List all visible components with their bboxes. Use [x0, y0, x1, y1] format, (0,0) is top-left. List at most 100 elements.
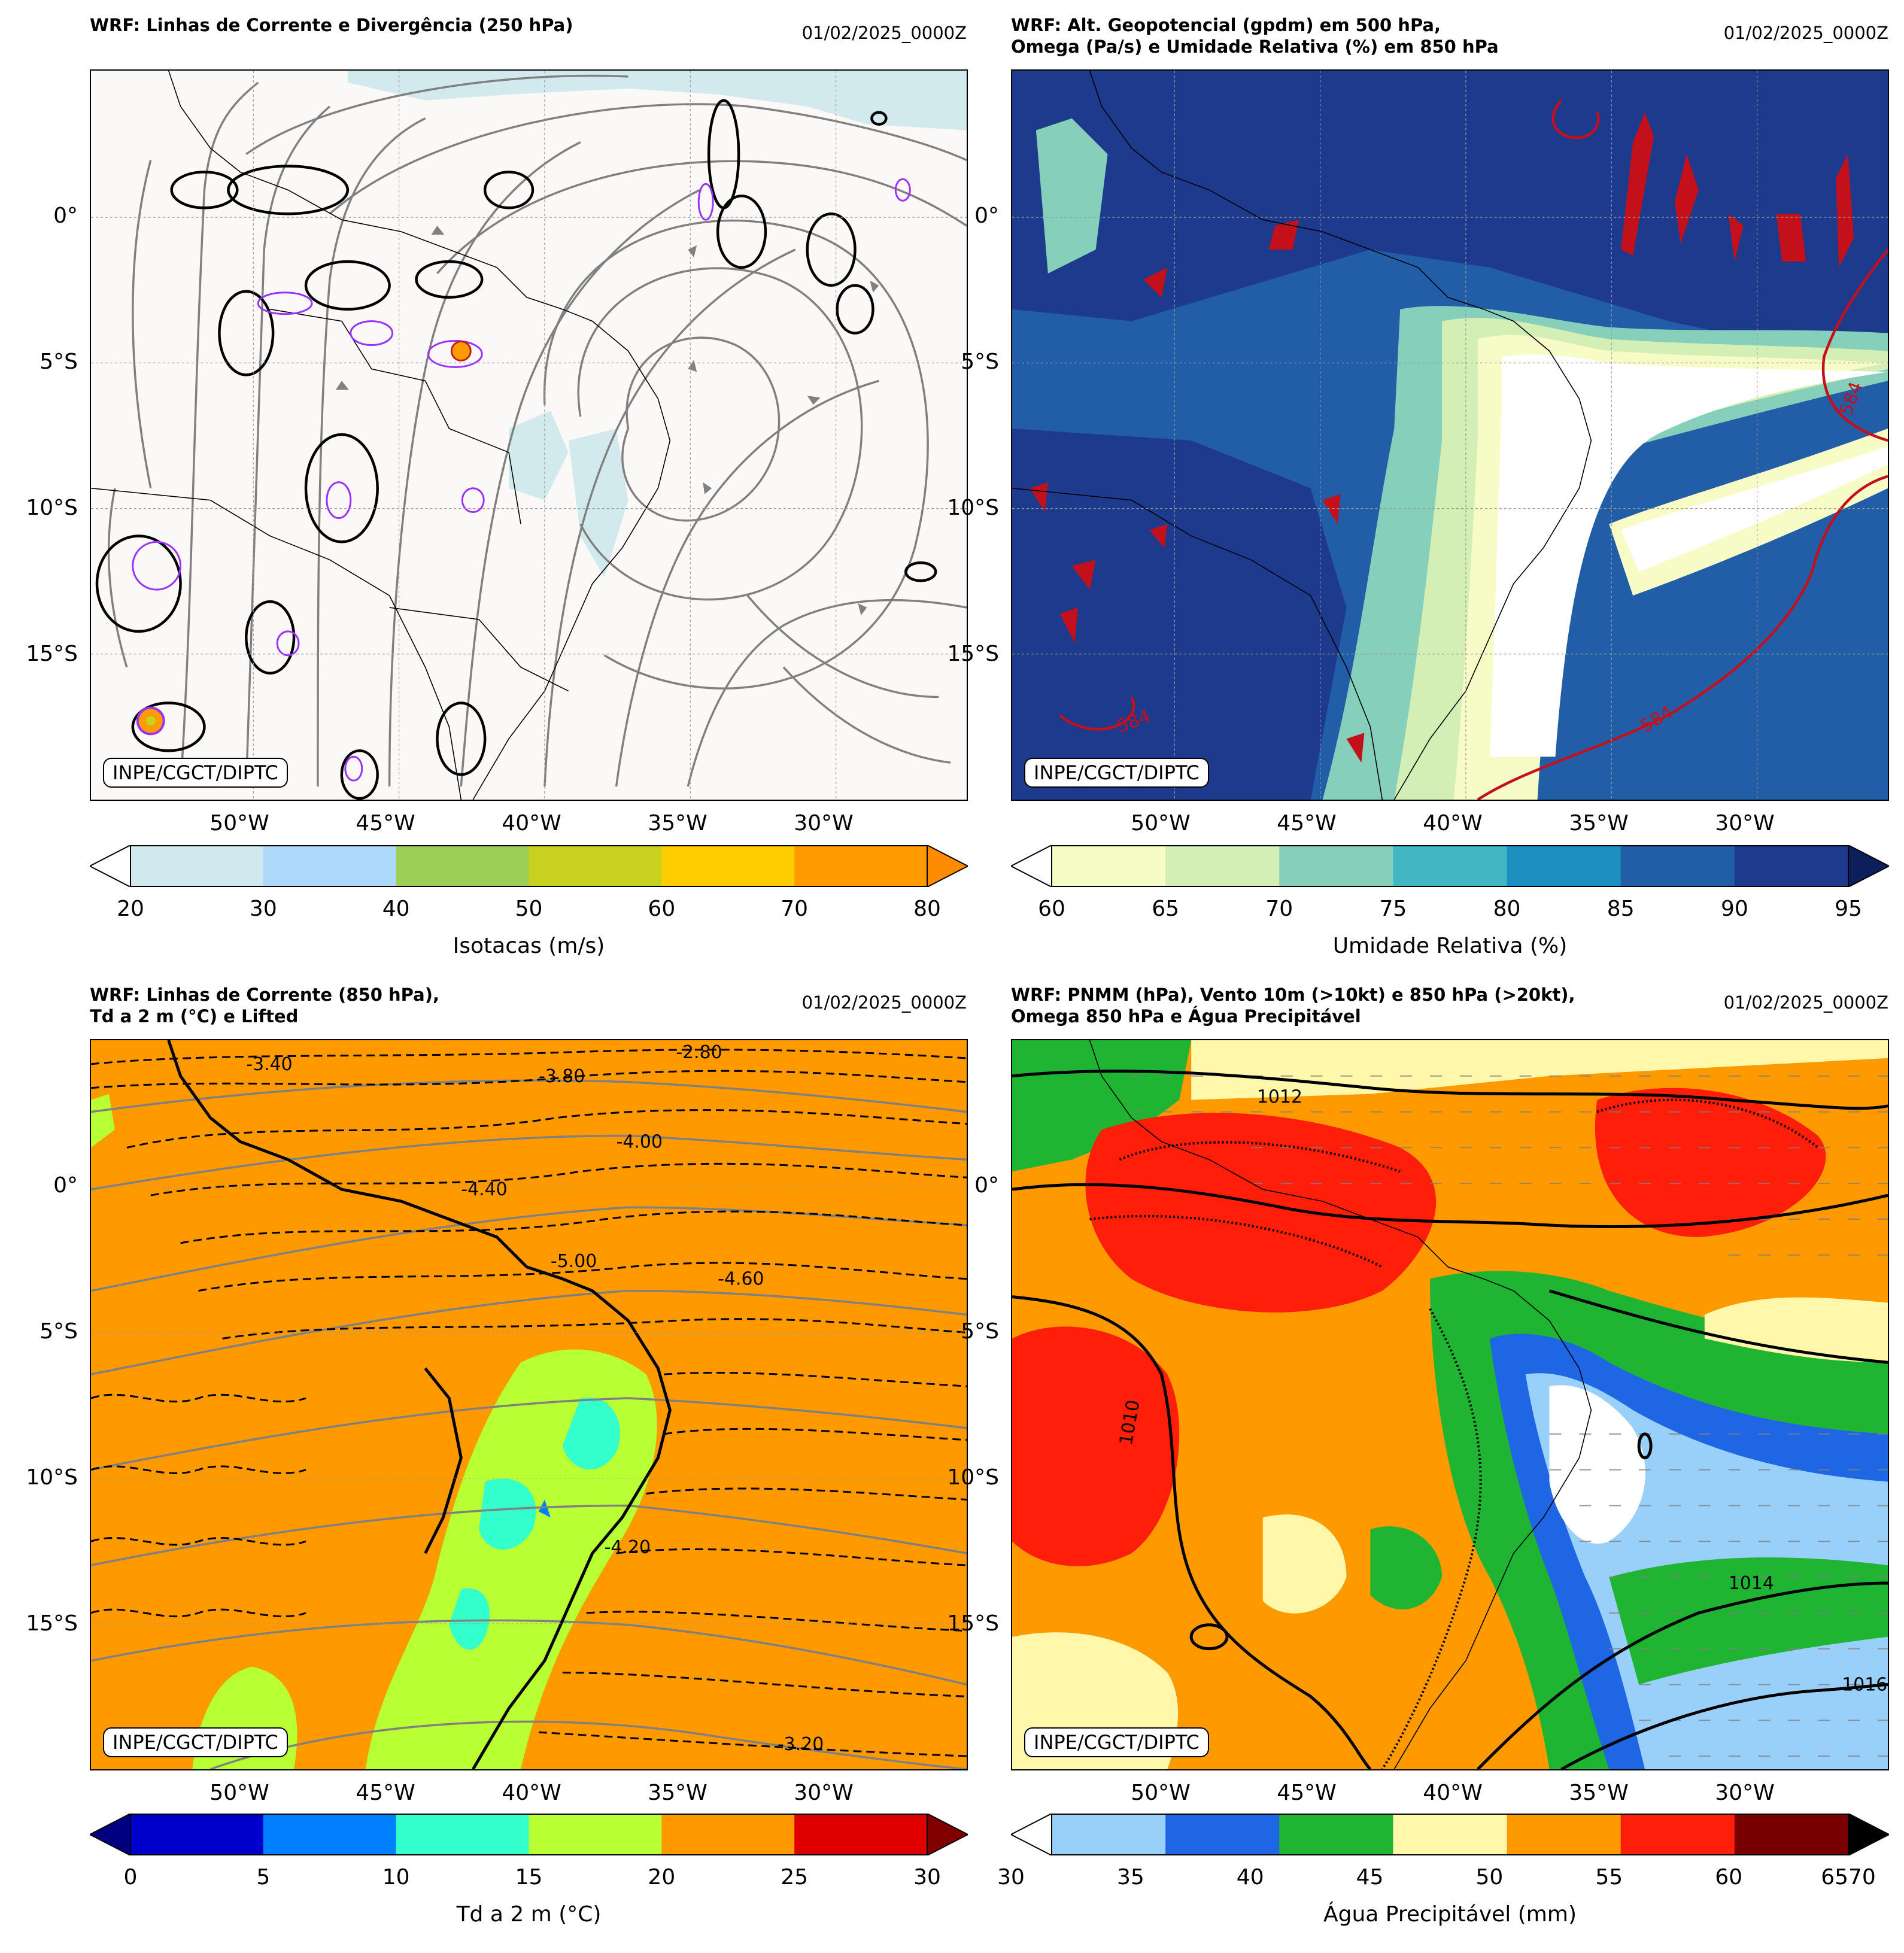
colorbar-tick-label: 6570	[1821, 1865, 1876, 1890]
panel4-colorbar	[1009, 1812, 1891, 1857]
panel3-contour-label-7: -4.40	[461, 1179, 507, 1200]
colorbar-under-triangle	[88, 844, 131, 888]
colorbar-tick-label: 30	[997, 1865, 1025, 1890]
colorbar-segment	[1507, 845, 1621, 887]
colorbar-frame	[130, 1814, 928, 1855]
colorbar-tick-label: 95	[1835, 897, 1862, 921]
panel1-lon-35w: 35°W	[648, 811, 707, 836]
panel1-colorbar	[88, 844, 970, 888]
colorbar-svg	[1009, 1812, 1891, 1857]
panel1-lat-15s: 15°S	[26, 642, 78, 666]
colorbar-tick-label: 55	[1595, 1865, 1623, 1890]
colorbar-tick-label: 80	[1493, 897, 1521, 921]
panel3-lon-40w: 40°W	[502, 1781, 561, 1805]
colorbar-segment	[661, 1814, 795, 1855]
colorbar-tick-label: 90	[1720, 897, 1748, 921]
panel4-colorbar-label: Água Precipitável (mm)	[1323, 1902, 1577, 1927]
panel2-title: WRF: Alt. Geopotencial (gpdm) em 500 hPa…	[1011, 15, 1499, 57]
panel4-contour-label-4: 1016	[1842, 1674, 1887, 1695]
panel3-contour-label-9: -5.00	[551, 1251, 597, 1272]
colorbar-segment	[1734, 1814, 1849, 1855]
panel1-map: INPE/CGCT/DIPTC	[90, 69, 968, 801]
panel1-credit: INPE/CGCT/DIPTC	[103, 758, 288, 788]
colorbar-segment	[1052, 1814, 1166, 1855]
panel1-lat-5s: 5°S	[40, 350, 78, 374]
colorbar-over-triangle	[927, 844, 970, 888]
colorbar-segment	[1052, 845, 1166, 887]
colorbar-tick-label: 70	[781, 897, 809, 921]
colorbar-tick-label: 80	[913, 897, 941, 921]
panel3-contour-label-1: -2.80	[676, 1042, 722, 1063]
panel3-contour-label-5: -4.00	[617, 1131, 663, 1152]
colorbar-over-triangle	[927, 1812, 970, 1857]
colorbar-tick-label: 40	[382, 897, 410, 921]
panel1-lon-40w: 40°W	[502, 811, 561, 836]
colorbar-tick-label: 0	[123, 1865, 138, 1890]
panel4-lat-0: 0°	[974, 1173, 999, 1198]
panel4-map: 1012 1010 1014 1016 INPE/CGCT/DIPTC	[1011, 1039, 1889, 1770]
colorbar-segment	[1507, 1814, 1621, 1855]
colorbar-frame	[130, 845, 928, 887]
panel1-date: 01/02/2025_0000Z	[801, 23, 967, 43]
panel3-colorbar	[88, 1812, 970, 1857]
panel3-contour-label-8: -4.60	[718, 1269, 764, 1290]
colorbar-segment	[263, 845, 397, 887]
colorbar-frame	[1051, 1814, 1849, 1855]
colorbar-segment	[263, 1814, 397, 1855]
panel2-lat-5s: 5°S	[961, 350, 999, 374]
colorbar-segment	[1620, 1814, 1735, 1855]
panel3-lon-50w: 50°W	[209, 1781, 269, 1805]
panel4-lon-30w: 30°W	[1715, 1781, 1775, 1805]
colorbar-segment	[1393, 1814, 1508, 1855]
colorbar-tick-label: 25	[781, 1865, 809, 1890]
colorbar-over-triangle	[1848, 844, 1891, 888]
colorbar-segment	[396, 845, 529, 887]
colorbar-segment	[1620, 845, 1735, 887]
panel3-lat-0: 0°	[53, 1173, 78, 1198]
colorbar-segment	[794, 1814, 928, 1855]
panel4-date: 01/02/2025_0000Z	[1723, 992, 1888, 1013]
panel3-title: WRF: Linhas de Corrente (850 hPa), Td a …	[90, 985, 439, 1026]
panel1-lon-30w: 30°W	[794, 811, 854, 836]
panel4-contour-label-3: 1014	[1729, 1573, 1774, 1594]
panel4-lon-40w: 40°W	[1423, 1781, 1483, 1805]
panel3-lon-30w: 30°W	[794, 1781, 854, 1805]
panel2-date: 01/02/2025_0000Z	[1723, 23, 1888, 43]
colorbar-tick-label: 85	[1607, 897, 1635, 921]
colorbar-tick-label: 45	[1356, 1865, 1384, 1890]
panel2-lat-10s: 10°S	[947, 496, 999, 520]
colorbar-tick-label: 75	[1379, 897, 1407, 921]
panel4-lat-5s: 5°S	[961, 1319, 999, 1344]
panel1-lat-0: 0°	[53, 203, 78, 228]
colorbar-under-triangle	[88, 1812, 131, 1857]
panel3-date: 01/02/2025_0000Z	[801, 992, 967, 1013]
colorbar-segment	[1393, 845, 1508, 887]
colorbar-tick-label: 5	[256, 1865, 271, 1890]
colorbar-segment	[1279, 845, 1393, 887]
panel4-contour-label-1: 1012	[1257, 1087, 1302, 1108]
panel3-lat-10s: 10°S	[26, 1465, 78, 1490]
colorbar-segment	[396, 1814, 529, 1855]
colorbar-svg	[88, 1812, 970, 1857]
panel3-contour-label-2: -3.20	[778, 1734, 824, 1755]
panel2-lon-40w: 40°W	[1423, 811, 1483, 836]
panel3-lon-35w: 35°W	[648, 1781, 707, 1805]
panel2-lat-0: 0°	[974, 203, 999, 228]
colorbar-segment	[130, 845, 264, 887]
panel2-contour-label-2: 584	[1637, 701, 1677, 737]
colorbar-over-triangle	[1848, 1812, 1891, 1857]
panel2-lon-50w: 50°W	[1131, 811, 1191, 836]
panel1-lon-45w: 45°W	[356, 811, 415, 836]
colorbar-tick-label: 50	[1475, 1865, 1504, 1890]
panel2-lon-35w: 35°W	[1569, 811, 1629, 836]
panel4-lon-35w: 35°W	[1569, 1781, 1629, 1805]
panel2-map: 584 584 584 INPE/CGCT/DIPTC	[1011, 69, 1889, 801]
panel4-lat-10s: 10°S	[947, 1465, 999, 1490]
colorbar-tick-label: 10	[382, 1865, 410, 1890]
panel4-lon-45w: 45°W	[1277, 1781, 1337, 1805]
panel3-colorbar-label: Td a 2 m (°C)	[456, 1902, 602, 1927]
panel3-contour-label-6: -4.20	[605, 1537, 651, 1558]
panel1-lon-50w: 50°W	[209, 811, 269, 836]
colorbar-tick-label: 20	[117, 897, 144, 921]
colorbar-segment	[1165, 845, 1280, 887]
